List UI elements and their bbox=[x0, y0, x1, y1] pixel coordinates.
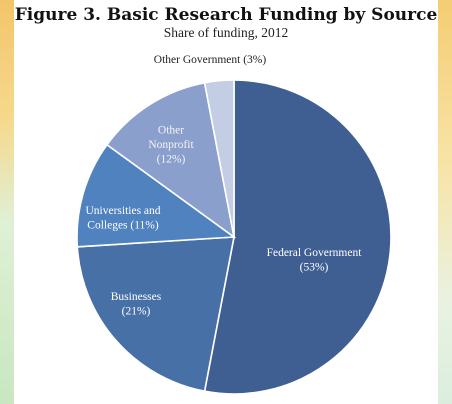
chart-card: Figure 3. Basic Research Funding by Sour… bbox=[14, 0, 438, 404]
slice-label-other-government: Other Government (3%) bbox=[154, 54, 267, 66]
background-right-edge bbox=[438, 0, 452, 404]
pie-chart: Federal Government (53%)Businesses (21%)Un… bbox=[14, 0, 438, 404]
